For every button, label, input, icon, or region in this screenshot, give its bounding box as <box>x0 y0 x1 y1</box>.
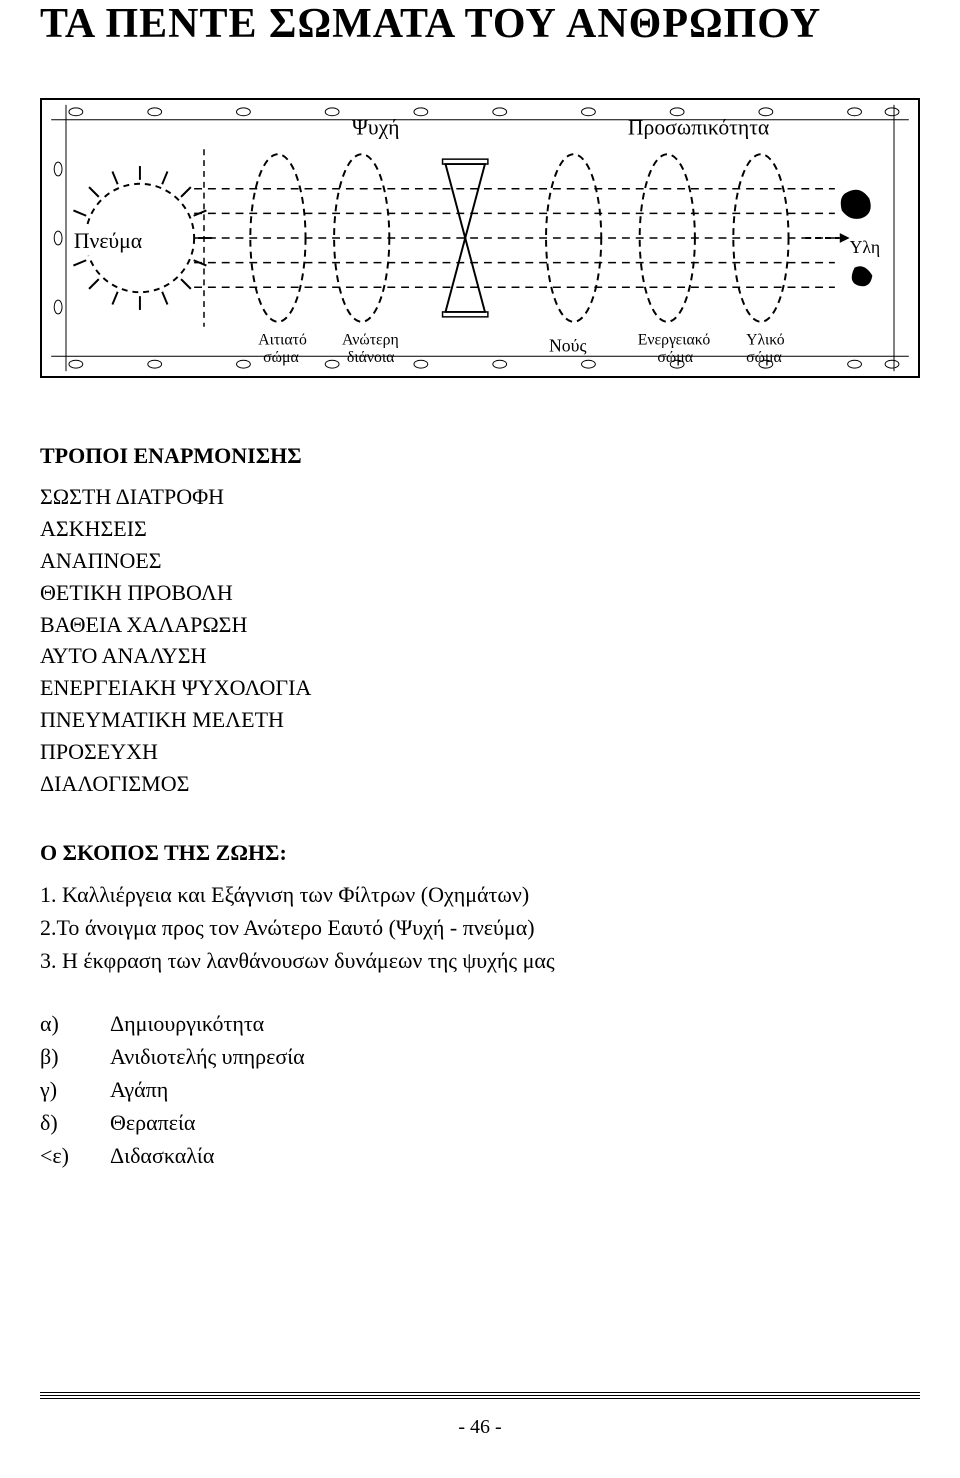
lettered-row: δ)Θεραπεία <box>40 1106 920 1139</box>
svg-text:διάνοια: διάνοια <box>347 349 394 366</box>
page-title: ΤΑ ΠΕΝΤΕ ΣΩΜΑΤΑ ΤΟΥ ΑΝΘΡΩΠΟΥ <box>40 0 920 48</box>
lettered-value: Ανιδιοτελής υπηρεσία <box>110 1040 305 1073</box>
section2-heading: Ο ΣΚΟΠΟΣ ΤΗΣ ΖΩΗΣ: <box>40 840 920 866</box>
list-item: ΑΝΑΠΝΟΕΣ <box>40 545 920 577</box>
lettered-value: Αγάπη <box>110 1073 168 1106</box>
lettered-key: <ε) <box>40 1139 110 1172</box>
list-item: 1. Καλλιέργεια και Εξάγνιση των Φίλτρων … <box>40 878 920 911</box>
svg-text:Υλη: Υλη <box>850 237 881 257</box>
page-number: - 46 - <box>40 1416 920 1439</box>
section1-heading: ΤΡΟΠΟΙ ΕΝΑΡΜΟΝΙΣΗΣ <box>40 443 920 469</box>
list-item: ΔΙΑΛΟΓΙΣΜΟΣ <box>40 768 920 800</box>
lettered-key: δ) <box>40 1106 110 1139</box>
svg-text:σώμα: σώμα <box>746 349 782 366</box>
list-item: ΠΝΕΥΜΑΤΙΚΗ ΜΕΛΕΤΗ <box>40 704 920 736</box>
svg-text:Ενεργειακό: Ενεργειακό <box>638 331 711 348</box>
lettered-key: γ) <box>40 1073 110 1106</box>
list-item: ΘΕΤΙΚΗ ΠΡΟΒΟΛΗ <box>40 577 920 609</box>
list-item: ΑΣΚΗΣΕΙΣ <box>40 513 920 545</box>
lettered-value: Διδασκαλία <box>110 1139 214 1172</box>
footer-rule <box>40 1392 920 1398</box>
lettered-row: <ε)Διδασκαλία <box>40 1139 920 1172</box>
five-bodies-diagram: ΨυχήΠροσωπικότηταΑιτιατόσώμαΑνώτερηδιάνο… <box>40 98 920 378</box>
svg-text:Νούς: Νούς <box>549 335 586 355</box>
lettered-value: Θεραπεία <box>110 1106 195 1139</box>
lettered-key: α) <box>40 1007 110 1040</box>
svg-text:Προσωπικότητα: Προσωπικότητα <box>628 116 769 140</box>
list-item: ΣΩΣΤΗ ΔΙΑΤΡΟΦΗ <box>40 481 920 513</box>
list-item: 2.Το άνοιγμα προς τον Ανώτερο Εαυτό (Ψυχ… <box>40 911 920 944</box>
lettered-key: β) <box>40 1040 110 1073</box>
lettered-value: Δημιουργικότητα <box>110 1007 264 1040</box>
lettered-row: β)Ανιδιοτελής υπηρεσία <box>40 1040 920 1073</box>
svg-text:σώμα: σώμα <box>263 349 299 366</box>
svg-text:Αιτιατό: Αιτιατό <box>258 331 307 348</box>
list-item: ΠΡΟΣΕΥΧΗ <box>40 736 920 768</box>
svg-text:Πνεύμα: Πνεύμα <box>74 229 142 253</box>
lettered-list: α)Δημιουργικότηταβ)Ανιδιοτελής υπηρεσίαγ… <box>40 1007 920 1172</box>
svg-text:Υλικό: Υλικό <box>746 331 785 348</box>
purpose-list: 1. Καλλιέργεια και Εξάγνιση των Φίλτρων … <box>40 878 920 977</box>
list-item: ΕΝΕΡΓΕΙΑΚΗ ΨΥΧΟΛΟΓΙΑ <box>40 672 920 704</box>
list-item: ΑΥΤΟ ΑΝΑΛΥΣΗ <box>40 640 920 672</box>
lettered-row: α)Δημιουργικότητα <box>40 1007 920 1040</box>
svg-text:Ανώτερη: Ανώτερη <box>342 331 399 348</box>
svg-text:Ψυχή: Ψυχή <box>352 116 400 140</box>
diagram-container: ΨυχήΠροσωπικότηταΑιτιατόσώμαΑνώτερηδιάνο… <box>40 98 920 383</box>
harmonization-list: ΣΩΣΤΗ ΔΙΑΤΡΟΦΗΑΣΚΗΣΕΙΣΑΝΑΠΝΟΕΣΘΕΤΙΚΗ ΠΡΟ… <box>40 481 920 800</box>
list-item: 3. Η έκφραση των λανθάνουσων δυνάμεων τη… <box>40 944 920 977</box>
list-item: ΒΑΘΕΙΑ ΧΑΛΑΡΩΣΗ <box>40 609 920 641</box>
lettered-row: γ)Αγάπη <box>40 1073 920 1106</box>
svg-text:σώμα: σώμα <box>657 349 693 366</box>
